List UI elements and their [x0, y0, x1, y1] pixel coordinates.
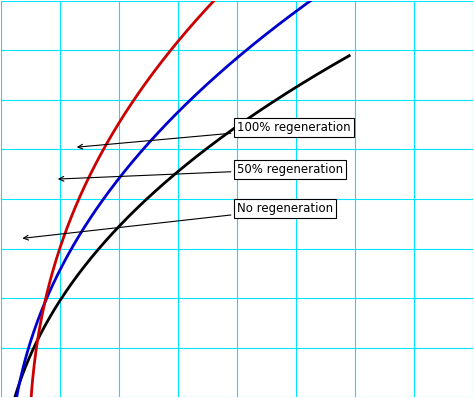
Text: 50% regeneration: 50% regeneration: [59, 163, 343, 181]
Text: 100% regeneration: 100% regeneration: [78, 121, 351, 149]
Text: No regeneration: No regeneration: [24, 203, 333, 240]
